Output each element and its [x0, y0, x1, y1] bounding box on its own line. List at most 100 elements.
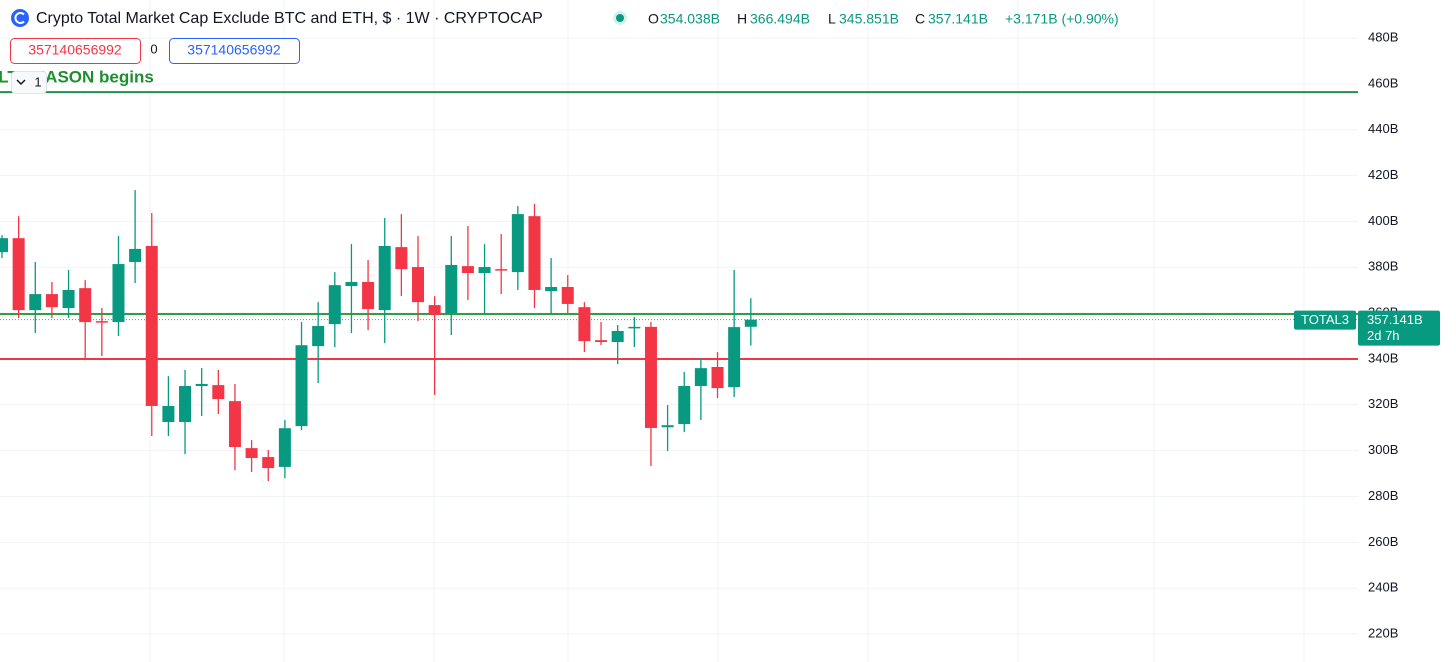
y-tick-label: 260B	[1368, 534, 1398, 549]
candle	[528, 204, 541, 309]
candle	[461, 226, 474, 301]
candle-body	[262, 457, 275, 469]
y-tick-label: 380B	[1368, 259, 1398, 274]
candle	[395, 214, 408, 297]
collapse-button[interactable]	[11, 71, 47, 94]
candle-body	[511, 214, 524, 273]
candle-body	[295, 345, 308, 427]
candle	[478, 244, 491, 315]
ohlc-key: C	[915, 11, 925, 27]
series-label-box	[1294, 310, 1356, 330]
candle-body	[12, 238, 25, 311]
candle-body	[595, 340, 608, 343]
candle-body	[744, 319, 757, 327]
candle-body	[328, 285, 341, 325]
ohlc-key: L	[828, 11, 836, 27]
y-tick-label: 400B	[1368, 213, 1398, 228]
logo	[11, 9, 29, 27]
candle-body	[0, 238, 8, 253]
candle-body	[561, 286, 574, 304]
candle	[711, 352, 724, 399]
y-tick-label: 300B	[1368, 442, 1398, 457]
candle-body	[495, 269, 508, 271]
input-value[interactable]: 357140656992	[28, 42, 122, 58]
chevron-icon[interactable]	[16, 79, 26, 86]
candle-body	[528, 216, 541, 290]
candle	[0, 235, 8, 259]
y-tick-label: 340B	[1368, 350, 1398, 365]
input-box[interactable]	[169, 38, 300, 64]
candle-body	[461, 266, 474, 274]
y-tick-label: 320B	[1368, 396, 1398, 411]
candle-body	[45, 294, 58, 308]
candle-body	[678, 386, 691, 425]
candle-body	[362, 281, 375, 309]
input-value: 0	[150, 41, 157, 56]
candle	[378, 217, 391, 344]
candle	[45, 281, 58, 318]
collapse-count[interactable]: 1	[34, 74, 41, 89]
candle-body	[395, 247, 408, 270]
candle	[79, 280, 92, 361]
candle-body	[578, 307, 591, 342]
ohlc-value: 357.141B	[928, 11, 988, 27]
candle	[661, 405, 674, 452]
candle-body	[478, 267, 491, 274]
candle	[278, 419, 291, 479]
candle-body	[694, 368, 707, 387]
series-label: TOTAL3	[1301, 312, 1349, 327]
candle	[112, 236, 125, 337]
overlay: Crypto Total Market Cap Exclude BTC and …	[0, 9, 1119, 94]
candle-body	[79, 288, 92, 323]
y-tick-label: 420B	[1368, 167, 1398, 182]
candle	[129, 190, 142, 284]
candle-body	[412, 267, 424, 303]
candle-body	[445, 264, 458, 314]
y-tick-label: 440B	[1368, 121, 1398, 136]
candle	[728, 270, 741, 398]
input-value[interactable]: 357140656992	[187, 42, 281, 58]
candle-body	[29, 294, 42, 311]
candle	[262, 449, 275, 482]
candle	[511, 206, 524, 290]
candle	[312, 302, 325, 384]
ohlc-key: H	[737, 11, 747, 27]
candle	[545, 258, 558, 315]
change-label: +3.171B (+0.90%)	[1005, 11, 1119, 27]
input-box[interactable]	[10, 38, 141, 64]
candle-body	[661, 425, 674, 428]
ohlc-value: 366.494B	[750, 11, 810, 27]
candle	[345, 244, 358, 334]
candle-body	[728, 327, 741, 388]
grid	[149, 0, 1305, 662]
candle	[744, 298, 757, 346]
candle	[195, 368, 208, 417]
candle	[678, 372, 691, 433]
candle	[595, 322, 608, 345]
candle-body	[312, 325, 325, 347]
candle	[179, 369, 192, 455]
candle	[412, 236, 424, 322]
candle	[162, 376, 175, 436]
candle	[12, 216, 25, 318]
candle	[362, 259, 375, 331]
candle-body	[278, 428, 291, 467]
chart-title: Crypto Total Market Cap Exclude BTC and …	[36, 10, 543, 27]
candle	[328, 272, 341, 348]
candle	[62, 270, 75, 318]
candle-body	[644, 326, 657, 428]
candle	[245, 440, 258, 472]
ohlc-key: O	[648, 11, 659, 27]
candle	[495, 234, 508, 295]
candle	[578, 302, 591, 353]
candle	[428, 296, 441, 395]
candle-body	[345, 281, 358, 287]
candle-body	[145, 245, 158, 406]
candle	[29, 262, 42, 334]
y-tick-label: 460B	[1368, 75, 1398, 90]
candle-body	[428, 305, 441, 315]
candle-body	[112, 264, 125, 323]
y-tick-label: 280B	[1368, 488, 1398, 503]
